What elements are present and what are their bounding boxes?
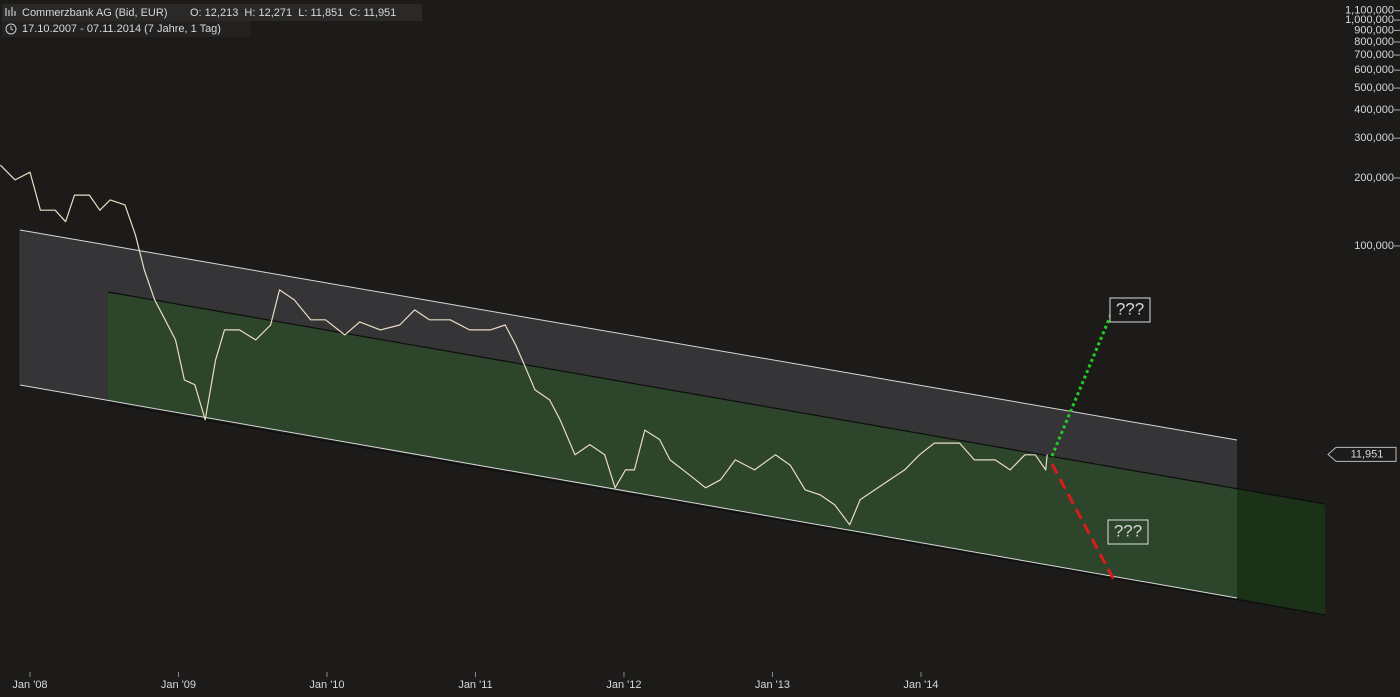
y-tick-label: 200,000 xyxy=(1354,172,1394,184)
price-line xyxy=(0,164,1048,526)
x-tick-label: Jan '09 xyxy=(161,679,196,691)
x-tick-label: Jan '08 xyxy=(12,679,47,691)
clock-icon xyxy=(5,23,17,35)
annotation-box xyxy=(1109,297,1151,323)
y-tick-label: 1,000,000 xyxy=(1345,14,1394,26)
annotation: ??? xyxy=(1116,299,1144,318)
channel xyxy=(19,229,1326,616)
annotation: ??? xyxy=(1114,521,1142,540)
channel-line xyxy=(107,402,1326,616)
y-tick-label: 1,100,000 xyxy=(1345,5,1394,17)
y-tick-label: 600,000 xyxy=(1354,64,1394,76)
y-tick-label: 100,000 xyxy=(1354,240,1394,252)
y-tick-label: 400,000 xyxy=(1354,104,1394,116)
header-box xyxy=(2,21,250,37)
channel-line xyxy=(19,384,1238,599)
channel-line xyxy=(107,291,1326,505)
x-tick-label: Jan '10 xyxy=(309,679,344,691)
y-tick-label: 500,000 xyxy=(1354,82,1394,94)
y-tick-label: 900,000 xyxy=(1354,24,1394,36)
last-price-label: 11,951 xyxy=(1351,448,1384,460)
last-price-tag xyxy=(1327,446,1397,462)
header-box xyxy=(2,4,422,21)
y-tick-label: 800,000 xyxy=(1354,36,1394,48)
chart-icon xyxy=(5,7,16,16)
marks: 100,000 200,000 300,000 400,000 500,000 600,0… xyxy=(0,5,1400,691)
y-tick-label: 700,000 xyxy=(1354,49,1394,61)
y-tick-label: 300,000 xyxy=(1354,132,1394,144)
up-arrow xyxy=(1050,311,1114,457)
x-tick-label: Jan '12 xyxy=(606,679,641,691)
x-tick-label: Jan '11 xyxy=(458,679,492,691)
channel-line xyxy=(19,229,1238,441)
ohlc: O: 12,213 H: 12,271 L: 11,851 C: 11,951 xyxy=(190,7,396,19)
clock-icon xyxy=(10,26,14,31)
band-extension xyxy=(1237,488,1325,615)
period: 17.10.2007 - 07.11.2014 (7 Jahre, 1 Tag) xyxy=(22,23,221,35)
chart-title: Commerzbank AG (Bid, EUR) xyxy=(22,7,167,19)
x-tick-label: Jan '14 xyxy=(903,679,938,691)
x-tick-label: Jan '13 xyxy=(755,679,790,691)
annotation-box xyxy=(1107,519,1149,545)
lower-band xyxy=(108,292,1237,598)
down-arrow xyxy=(1050,463,1116,581)
